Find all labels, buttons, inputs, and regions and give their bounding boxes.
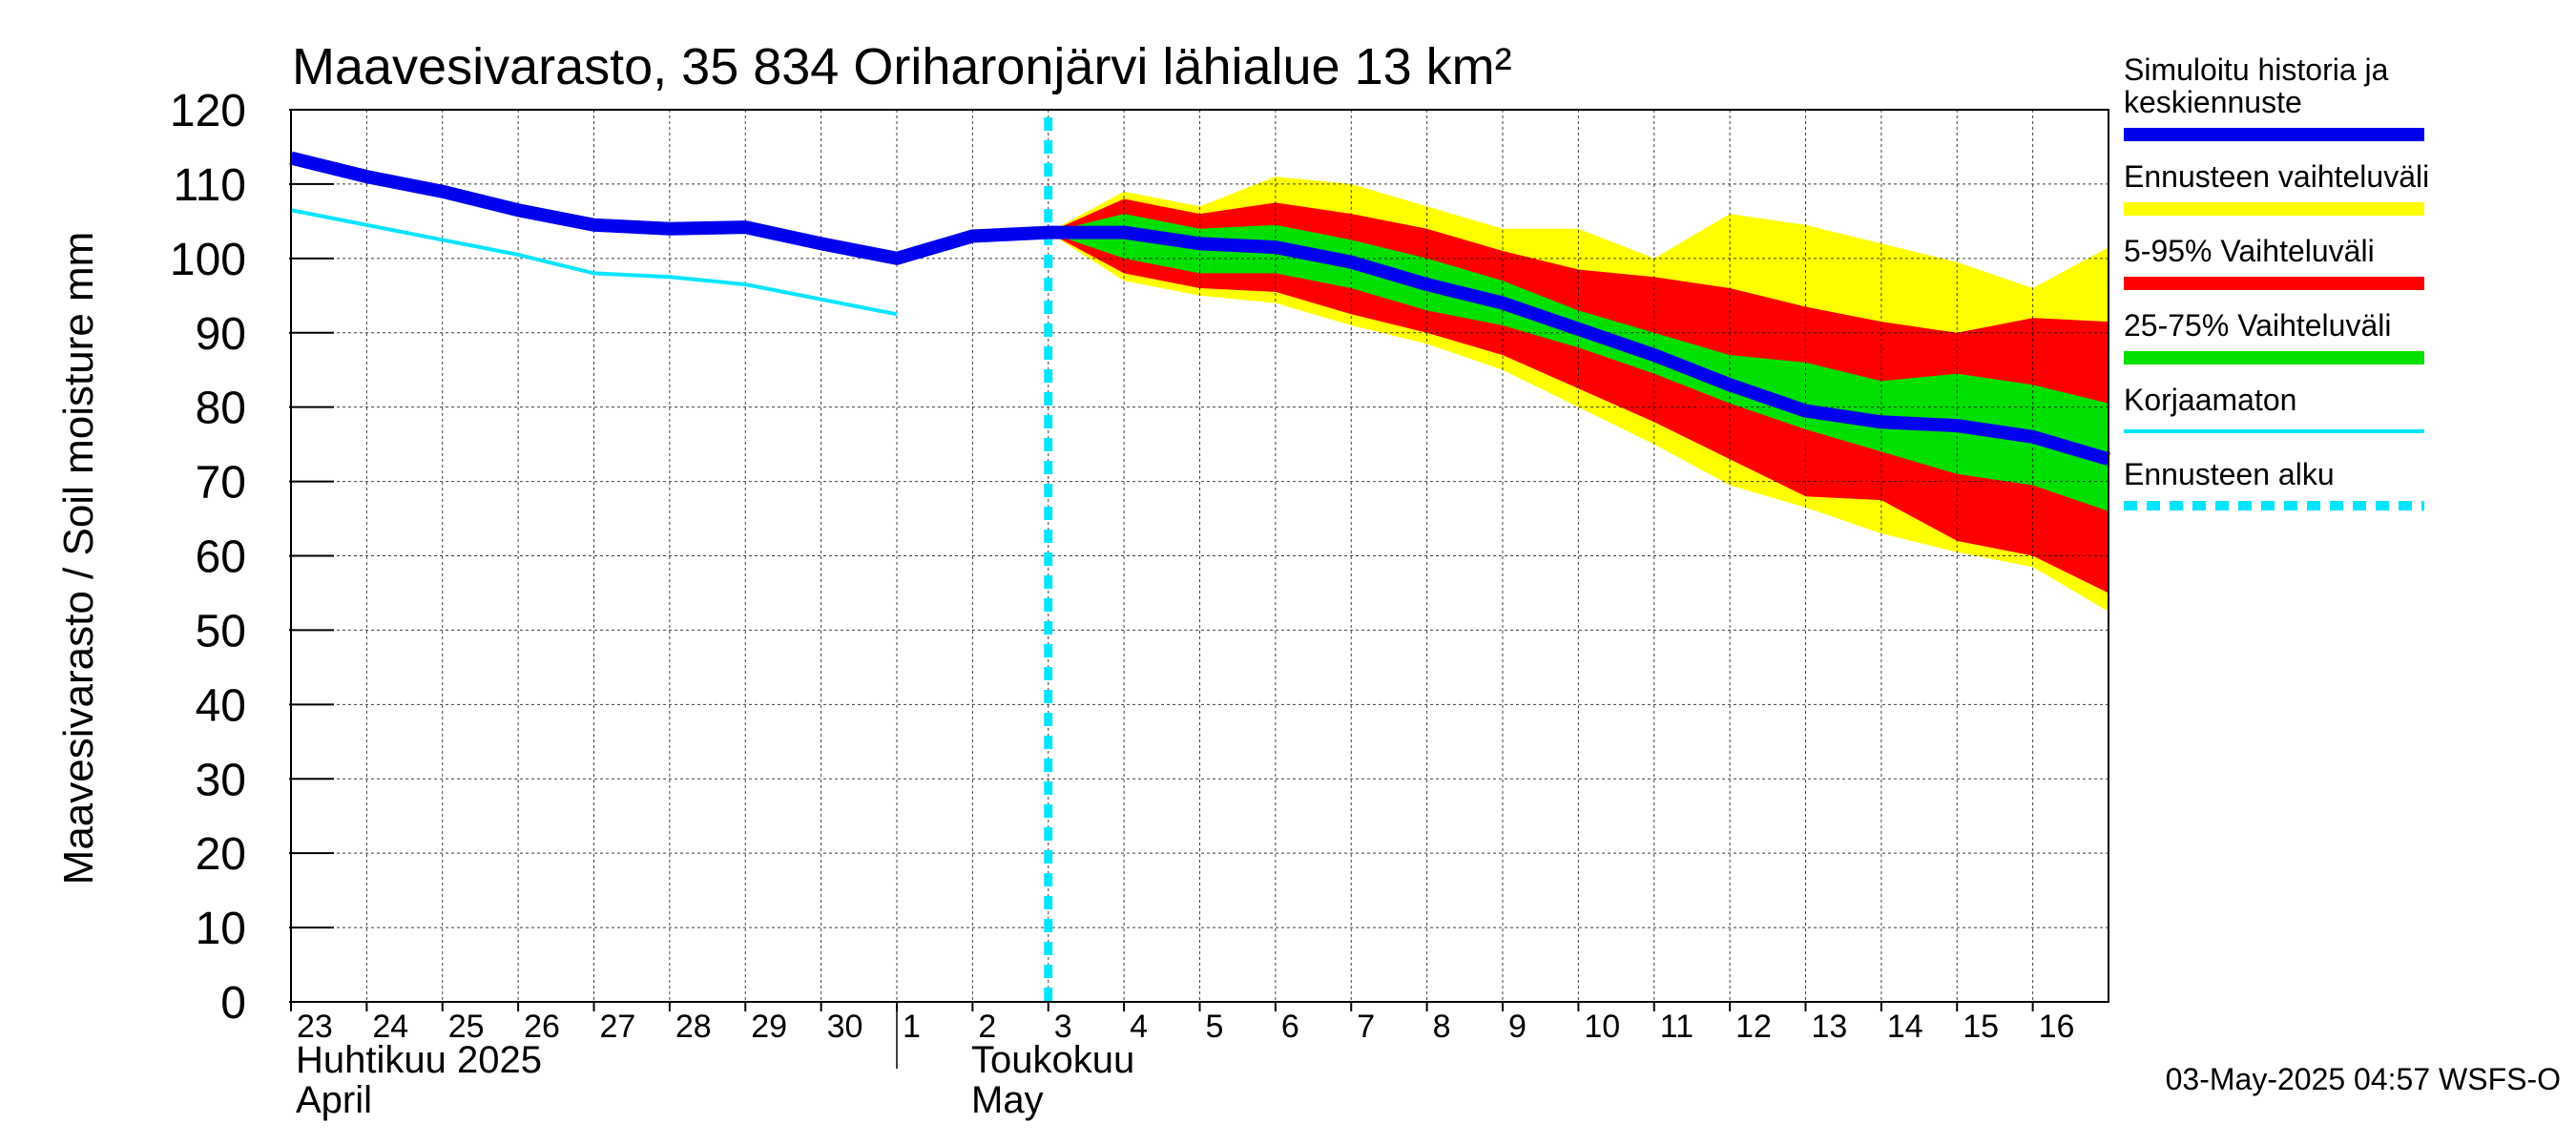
x-tick-label: 23	[297, 1009, 333, 1045]
x-tick-label: 24	[372, 1009, 408, 1045]
x-tick-label: 12	[1735, 1009, 1772, 1045]
month-label-may-en: May	[971, 1079, 1044, 1121]
band-range-5-95	[1048, 198, 2109, 593]
x-tick-label: 27	[600, 1009, 636, 1045]
y-tick-label: 10	[196, 904, 246, 954]
y-tick-label: 40	[196, 680, 246, 731]
y-tick-label: 50	[196, 606, 246, 656]
month-label-april-en: April	[296, 1079, 372, 1121]
y-tick-label: 120	[170, 86, 246, 136]
y-tick-label: 20	[196, 829, 246, 880]
forecast-bands	[1048, 177, 2109, 612]
y-tick-label: 80	[196, 384, 246, 434]
x-tick-label: 5	[1206, 1009, 1224, 1045]
legend-label-history-1: Simuloitu historia ja	[2124, 52, 2389, 87]
month-labels: Huhtikuu 2025 April Toukokuu May	[296, 1004, 1134, 1121]
x-tick-label: 2	[978, 1009, 996, 1045]
band-range-25-75	[1048, 214, 2109, 511]
legend-label-range-25-75: 25-75% Vaihteluväli	[2124, 308, 2391, 343]
y-tick-label: 100	[170, 235, 246, 285]
month-label-may-fi: Toukokuu	[971, 1039, 1134, 1081]
y-axis: 0 10 20 30 40 50 60 70 80 90 100 110 120	[170, 86, 334, 1029]
x-tick-label: 10	[1584, 1009, 1620, 1045]
y-axis-label: Maavesivarasto / Soil moisture mm	[55, 232, 102, 885]
legend: Simuloitu historia ja keskiennuste Ennus…	[2124, 52, 2429, 510]
x-tick-label: 1	[903, 1009, 921, 1045]
x-axis: 23 24 25 26 27 28 29 30 1 2 3 4 5 6 7 8 9 10 11 12 13 14 15 16	[290, 1002, 2075, 1045]
x-tick-label: 7	[1357, 1009, 1375, 1045]
y-tick-label: 60	[196, 532, 246, 583]
x-tick-label: 13	[1812, 1009, 1848, 1045]
chart-title: Maavesivarasto, 35 834 Oriharonjärvi läh…	[292, 38, 1512, 95]
x-tick-label: 28	[675, 1009, 712, 1045]
x-tick-label: 25	[448, 1009, 485, 1045]
y-tick-label: 90	[196, 309, 246, 360]
y-tick-label: 70	[196, 458, 246, 509]
y-tick-label: 0	[220, 978, 246, 1029]
series-line-uncorrected	[290, 208, 898, 317]
x-tick-label: 9	[1508, 1009, 1527, 1045]
series-lines	[289, 117, 2110, 1002]
x-tick-label: 30	[827, 1009, 863, 1045]
x-tick-label: 3	[1054, 1009, 1072, 1045]
x-tick-label: 8	[1433, 1009, 1451, 1045]
x-tick-label: 6	[1281, 1009, 1299, 1045]
month-label-april-fi: Huhtikuu 2025	[296, 1039, 542, 1081]
legend-label-range-full: Ennusteen vaihteluväli	[2124, 159, 2429, 194]
x-tick-label: 4	[1130, 1009, 1148, 1045]
legend-label-forecast-start: Ennusteen alku	[2124, 457, 2335, 491]
x-tick-label: 29	[751, 1009, 787, 1045]
legend-label-uncorrected: Korjaamaton	[2124, 383, 2296, 417]
legend-label-range-5-95: 5-95% Vaihteluväli	[2124, 234, 2375, 268]
y-tick-label: 110	[173, 160, 246, 211]
x-tick-label: 16	[2039, 1009, 2075, 1045]
plot-area	[289, 109, 2110, 1003]
x-tick-label: 14	[1887, 1009, 1923, 1045]
x-tick-label: 26	[524, 1009, 560, 1045]
timestamp: 03-May-2025 04:57 WSFS-O	[2166, 1062, 2561, 1096]
x-tick-label: 11	[1660, 1009, 1693, 1045]
x-tick-label: 15	[1963, 1009, 1999, 1045]
legend-label-history-2: keskiennuste	[2124, 85, 2302, 119]
y-tick-label: 30	[196, 755, 246, 805]
series-line-history	[289, 151, 2110, 466]
